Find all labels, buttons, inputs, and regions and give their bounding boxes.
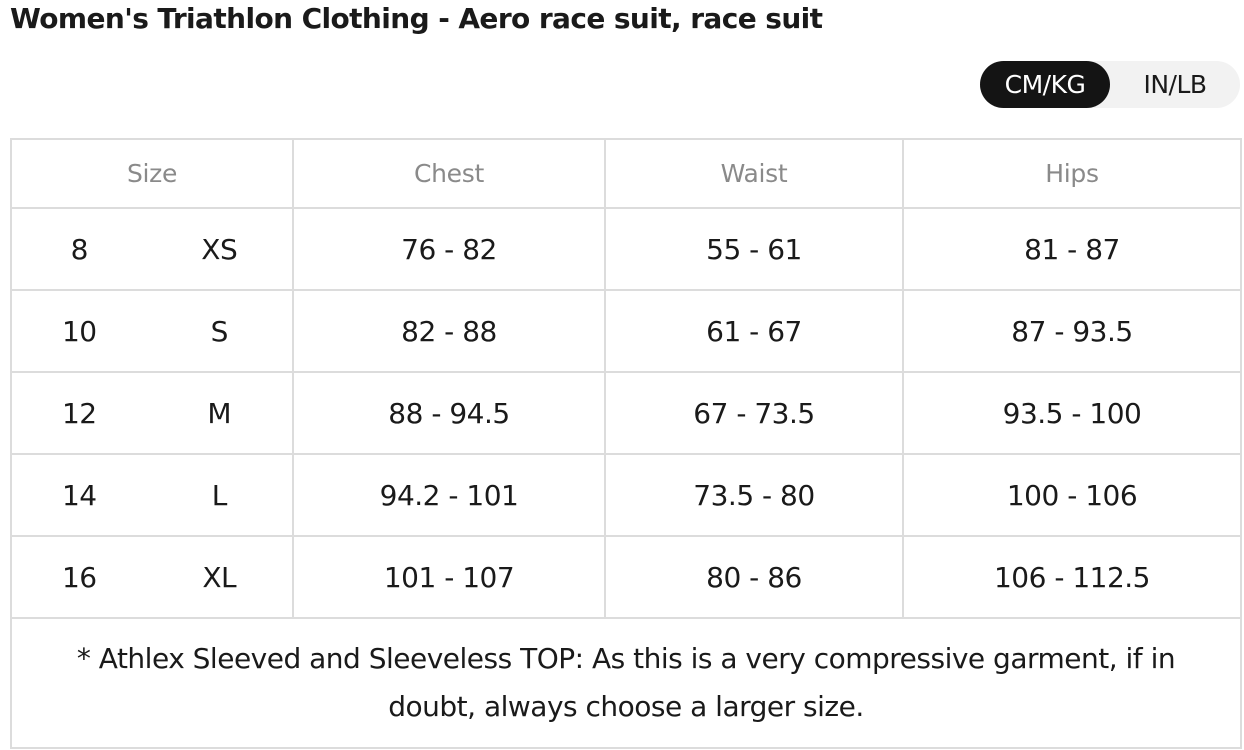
hips-cell: 106 - 112.5: [902, 535, 1242, 619]
waist-cell: 61 - 67: [604, 289, 904, 373]
size-cell: 10 S: [10, 289, 294, 373]
table-header-row: Size Chest Waist Hips: [10, 138, 1242, 209]
footnote-row: * Athlex Sleeved and Sleeveless TOP: As …: [10, 617, 1242, 749]
table-row: 10 S 82 - 88 61 - 67 87 - 93.5: [10, 289, 1242, 373]
footnote-text: * Athlex Sleeved and Sleeveless TOP: As …: [10, 617, 1242, 749]
unit-option-cm-kg[interactable]: CM/KG: [980, 61, 1110, 108]
waist-cell: 67 - 73.5: [604, 371, 904, 455]
waist-cell: 80 - 86: [604, 535, 904, 619]
size-chart-table: Size Chest Waist Hips 8 XS 76 - 82 55 - …: [10, 138, 1242, 749]
hips-cell: 93.5 - 100: [902, 371, 1242, 455]
size-cell: 12 M: [10, 371, 294, 455]
table-row: 8 XS 76 - 82 55 - 61 81 - 87: [10, 207, 1242, 291]
size-letter: L: [211, 478, 228, 512]
header-hips: Hips: [902, 138, 1242, 209]
header-waist: Waist: [604, 138, 904, 209]
header-size: Size: [10, 138, 294, 209]
waist-cell: 73.5 - 80: [604, 453, 904, 537]
size-cell: 8 XS: [10, 207, 294, 291]
size-number: 10: [61, 314, 97, 348]
chest-cell: 88 - 94.5: [292, 371, 606, 455]
page-title: Women's Triathlon Clothing - Aero race s…: [10, 2, 823, 35]
unit-option-in-lb[interactable]: IN/LB: [1143, 70, 1207, 99]
size-number: 8: [70, 232, 89, 266]
size-letter: M: [207, 396, 232, 430]
chest-cell: 82 - 88: [292, 289, 606, 373]
size-number: 16: [61, 560, 97, 594]
chest-cell: 101 - 107: [292, 535, 606, 619]
size-letter: S: [210, 314, 229, 348]
size-number: 14: [61, 478, 97, 512]
hips-cell: 87 - 93.5: [902, 289, 1242, 373]
size-cell: 14 L: [10, 453, 294, 537]
hips-cell: 100 - 106: [902, 453, 1242, 537]
size-letter: XL: [202, 560, 237, 594]
chest-cell: 94.2 - 101: [292, 453, 606, 537]
table-row: 12 M 88 - 94.5 67 - 73.5 93.5 - 100: [10, 371, 1242, 455]
table-row: 14 L 94.2 - 101 73.5 - 80 100 - 106: [10, 453, 1242, 537]
size-cell: 16 XL: [10, 535, 294, 619]
table-row: 16 XL 101 - 107 80 - 86 106 - 112.5: [10, 535, 1242, 619]
waist-cell: 55 - 61: [604, 207, 904, 291]
chest-cell: 76 - 82: [292, 207, 606, 291]
size-letter: XS: [201, 232, 238, 266]
size-number: 12: [61, 396, 97, 430]
hips-cell: 81 - 87: [902, 207, 1242, 291]
header-chest: Chest: [292, 138, 606, 209]
unit-toggle: CM/KG IN/LB: [980, 61, 1240, 108]
